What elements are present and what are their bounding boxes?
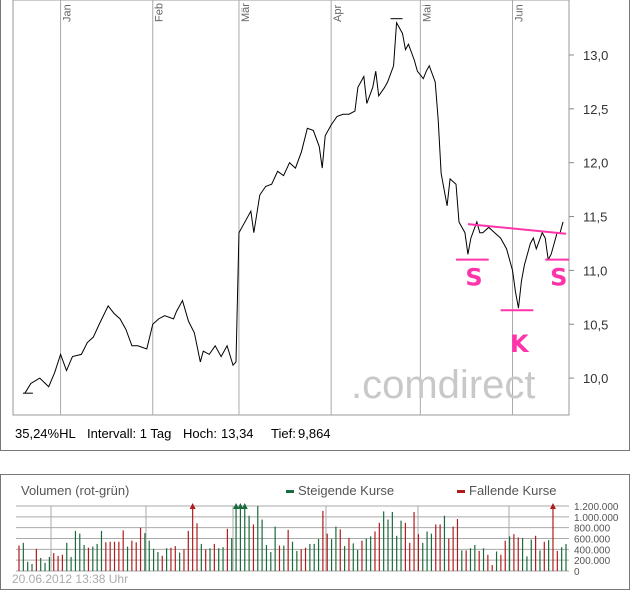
y-tick-label: 11,5 (583, 210, 607, 225)
x-tick-label: Mai (421, 4, 433, 22)
high-label: Hoch: (183, 426, 217, 441)
hl-stat: 35,24%HL (15, 426, 76, 441)
volume-tick-label: 1.200.000 (574, 502, 619, 513)
pattern-label: K (510, 330, 530, 358)
volume-tick-label: 0 (574, 567, 580, 578)
y-tick-label: 13,0 (583, 48, 608, 63)
x-tick-label: Mär (240, 3, 252, 22)
legend-falling: Fallende Kurse (457, 483, 556, 498)
timestamp: 20.06.2012 13:38 Uhr (12, 572, 128, 586)
x-tick-label: Apr (332, 5, 344, 22)
pattern-label: S (465, 264, 482, 292)
y-tick-label: 11,0 (583, 263, 607, 278)
high-value: 13,34 (221, 426, 254, 441)
legend-rising-label: Steigende Kurse (298, 483, 394, 498)
volume-tick-label: 400.000 (574, 545, 611, 556)
x-tick-label: Feb (154, 3, 166, 22)
y-tick-label: 10,0 (583, 371, 608, 386)
interval-stat: Intervall: 1 Tag (87, 426, 171, 441)
volume-tick-label: 800.000 (574, 524, 611, 535)
price-line (25, 23, 563, 393)
low-value: 9,864 (298, 426, 331, 441)
volume-tick-label: 200.000 (574, 556, 611, 567)
x-tick-label: Jun (514, 4, 526, 22)
volume-title: Volumen (rot-grün) (21, 483, 129, 498)
pattern-label: S (550, 264, 567, 292)
watermark-logo: .comdirect (351, 363, 536, 407)
price-chart-panel: Jan Feb Mär Apr Mai Jun 10,0 10,5 11,0 11,5 12,0 12… (0, 0, 630, 451)
volume-tick-label: 1.000.000 (574, 513, 619, 524)
legend-rising: Steigende Kurse (286, 483, 394, 498)
y-tick-label: 12,0 (583, 156, 608, 171)
y-tick-label: 10,5 (583, 317, 608, 332)
legend-falling-swatch (457, 490, 465, 493)
volume-tick-label: 600.000 (574, 535, 611, 546)
price-chart: Jan Feb Mär Apr Mai Jun 10,0 10,5 11,0 11,5 12,0 12… (1, 0, 631, 451)
y-tick-label: 12,5 (583, 102, 608, 117)
legend-falling-label: Fallende Kurse (469, 483, 556, 498)
plot-area (13, 0, 569, 415)
low-label: Tief: (271, 426, 296, 441)
legend-rising-swatch (286, 490, 294, 493)
x-tick-label: Jan (62, 4, 74, 22)
